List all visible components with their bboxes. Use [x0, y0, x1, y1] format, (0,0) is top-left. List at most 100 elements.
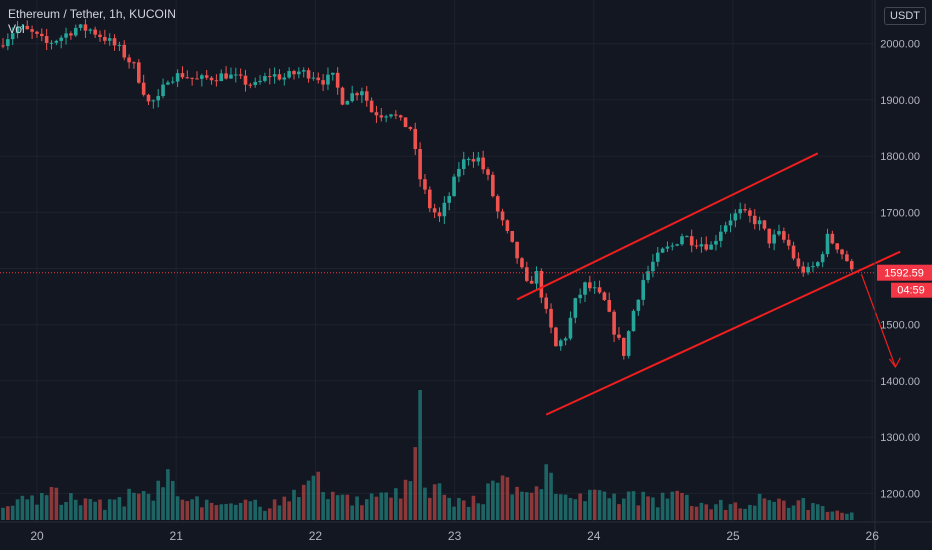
volume-bar — [204, 499, 209, 520]
channel-upper-line[interactable] — [516, 152, 819, 301]
candle-body — [665, 246, 670, 249]
volume-bar — [277, 505, 282, 520]
price-tick-label: 1900.00 — [880, 95, 920, 107]
volume-bar — [301, 484, 306, 520]
volume-legend[interactable]: Vol — [8, 22, 25, 36]
candle-body — [267, 76, 272, 78]
volume-bar — [617, 504, 621, 520]
candle-body — [345, 101, 350, 105]
candle-body — [641, 280, 645, 300]
volume-bar — [394, 488, 398, 520]
countdown-label: 04:59 — [897, 285, 925, 297]
volume-bar — [272, 499, 277, 520]
volume-bar — [30, 495, 34, 520]
volume-bar — [64, 501, 68, 520]
candle-body — [263, 76, 267, 81]
volume-bar — [806, 509, 810, 520]
candle-body — [816, 262, 820, 267]
volume-bar — [374, 496, 379, 520]
time-axis[interactable]: 20 21 22 23 24 25 26 — [30, 529, 879, 543]
candle-body — [107, 38, 112, 41]
candle-body — [777, 231, 781, 235]
candle-body — [311, 77, 316, 79]
volume-bar — [476, 503, 481, 520]
volume-bar — [331, 491, 335, 520]
volume-bar — [752, 505, 757, 520]
channel-lower-line[interactable] — [545, 250, 901, 416]
candle-body — [112, 38, 117, 46]
forecast-arrow[interactable] — [860, 273, 896, 368]
volume-bar — [369, 493, 374, 520]
volume-bar — [132, 492, 136, 520]
candle-body — [466, 159, 471, 161]
volume-bar — [452, 506, 456, 520]
price-tick-label: 1200.00 — [880, 488, 920, 500]
candle-body — [379, 115, 384, 118]
volume-bar — [733, 502, 738, 520]
candle-body — [612, 311, 616, 335]
volume-bar — [820, 506, 825, 520]
volume-bar — [597, 490, 602, 520]
time-tick-label: 22 — [309, 529, 323, 543]
volume-bar — [694, 506, 699, 520]
candle-body — [175, 73, 180, 82]
volume-bar — [515, 486, 519, 520]
candle-body — [326, 74, 330, 85]
currency-badge[interactable]: USDT — [884, 7, 926, 25]
candle-body — [762, 220, 767, 229]
candle-body — [694, 245, 699, 247]
volume-bar — [408, 481, 413, 520]
time-tick-label: 25 — [726, 529, 740, 543]
volume-bar — [612, 493, 616, 520]
candle-body — [185, 77, 190, 79]
candle-body — [461, 159, 466, 169]
volume-bar — [791, 505, 796, 520]
volume-bar — [840, 512, 844, 520]
volume-bar — [156, 480, 160, 520]
volume-bar — [786, 507, 791, 520]
volume-bar — [282, 496, 287, 520]
candle-body — [743, 209, 747, 211]
volume-bar — [214, 505, 219, 520]
last-price-marker: 1592.59 04:59 — [0, 264, 932, 298]
volume-bar — [442, 494, 447, 520]
volume-bar — [103, 509, 107, 520]
volume-bar — [825, 511, 830, 520]
candle-body — [374, 112, 379, 116]
candle-body — [170, 81, 175, 83]
candle-body — [122, 44, 127, 58]
candle-body — [360, 91, 364, 96]
candle-body — [495, 196, 500, 212]
candle-body — [35, 31, 39, 34]
candle-body — [481, 157, 485, 170]
candles — [1, 19, 854, 360]
candle-body — [384, 116, 388, 118]
volume-bar — [384, 492, 388, 520]
candle-body — [505, 220, 510, 231]
candle-body — [437, 212, 442, 217]
volume-bar — [311, 475, 316, 520]
volume-bar — [398, 498, 403, 520]
candle-body — [486, 169, 490, 175]
volume-bar — [166, 469, 170, 520]
candle-body — [554, 327, 558, 347]
candle-body — [127, 57, 131, 63]
candle-body — [626, 331, 631, 356]
volume-bar — [849, 512, 854, 520]
candle-body — [515, 241, 519, 259]
volume-bar — [297, 497, 301, 520]
candle-body — [709, 244, 713, 250]
candle-body — [752, 215, 757, 225]
volume-bar — [457, 498, 461, 520]
candle-body — [209, 77, 214, 81]
symbol-title[interactable]: Ethereum / Tether, 1h, KUCOIN — [8, 7, 176, 21]
price-tick-label: 1800.00 — [880, 151, 920, 163]
forecast-arrowhead — [888, 357, 901, 368]
volume-bar — [316, 471, 321, 520]
candle-body — [64, 33, 68, 38]
candle-body — [408, 127, 413, 129]
channel-drawing[interactable] — [516, 152, 901, 416]
candle-body — [782, 231, 786, 240]
candle-body — [655, 252, 660, 262]
